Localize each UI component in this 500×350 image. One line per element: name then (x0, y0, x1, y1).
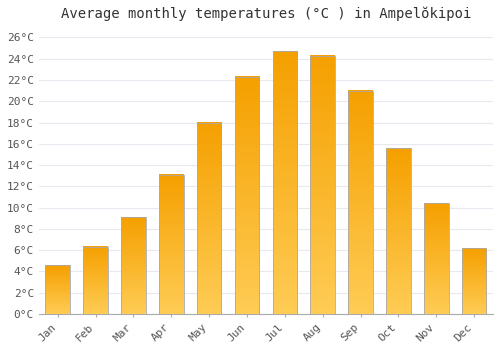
Bar (348, 91, 373, 314)
Title: Average monthly temperatures (°C ) in Ampelŏkipoi: Average monthly temperatures (°C ) in Am… (60, 7, 471, 21)
Bar (424, 203, 448, 314)
Bar (197, 122, 222, 314)
Bar (462, 248, 486, 314)
Bar (386, 148, 410, 314)
Bar (272, 51, 297, 314)
Bar (121, 217, 146, 314)
Bar (310, 56, 335, 314)
Bar (46, 265, 70, 314)
Bar (234, 77, 260, 314)
Bar (159, 175, 184, 314)
Bar (84, 247, 108, 314)
